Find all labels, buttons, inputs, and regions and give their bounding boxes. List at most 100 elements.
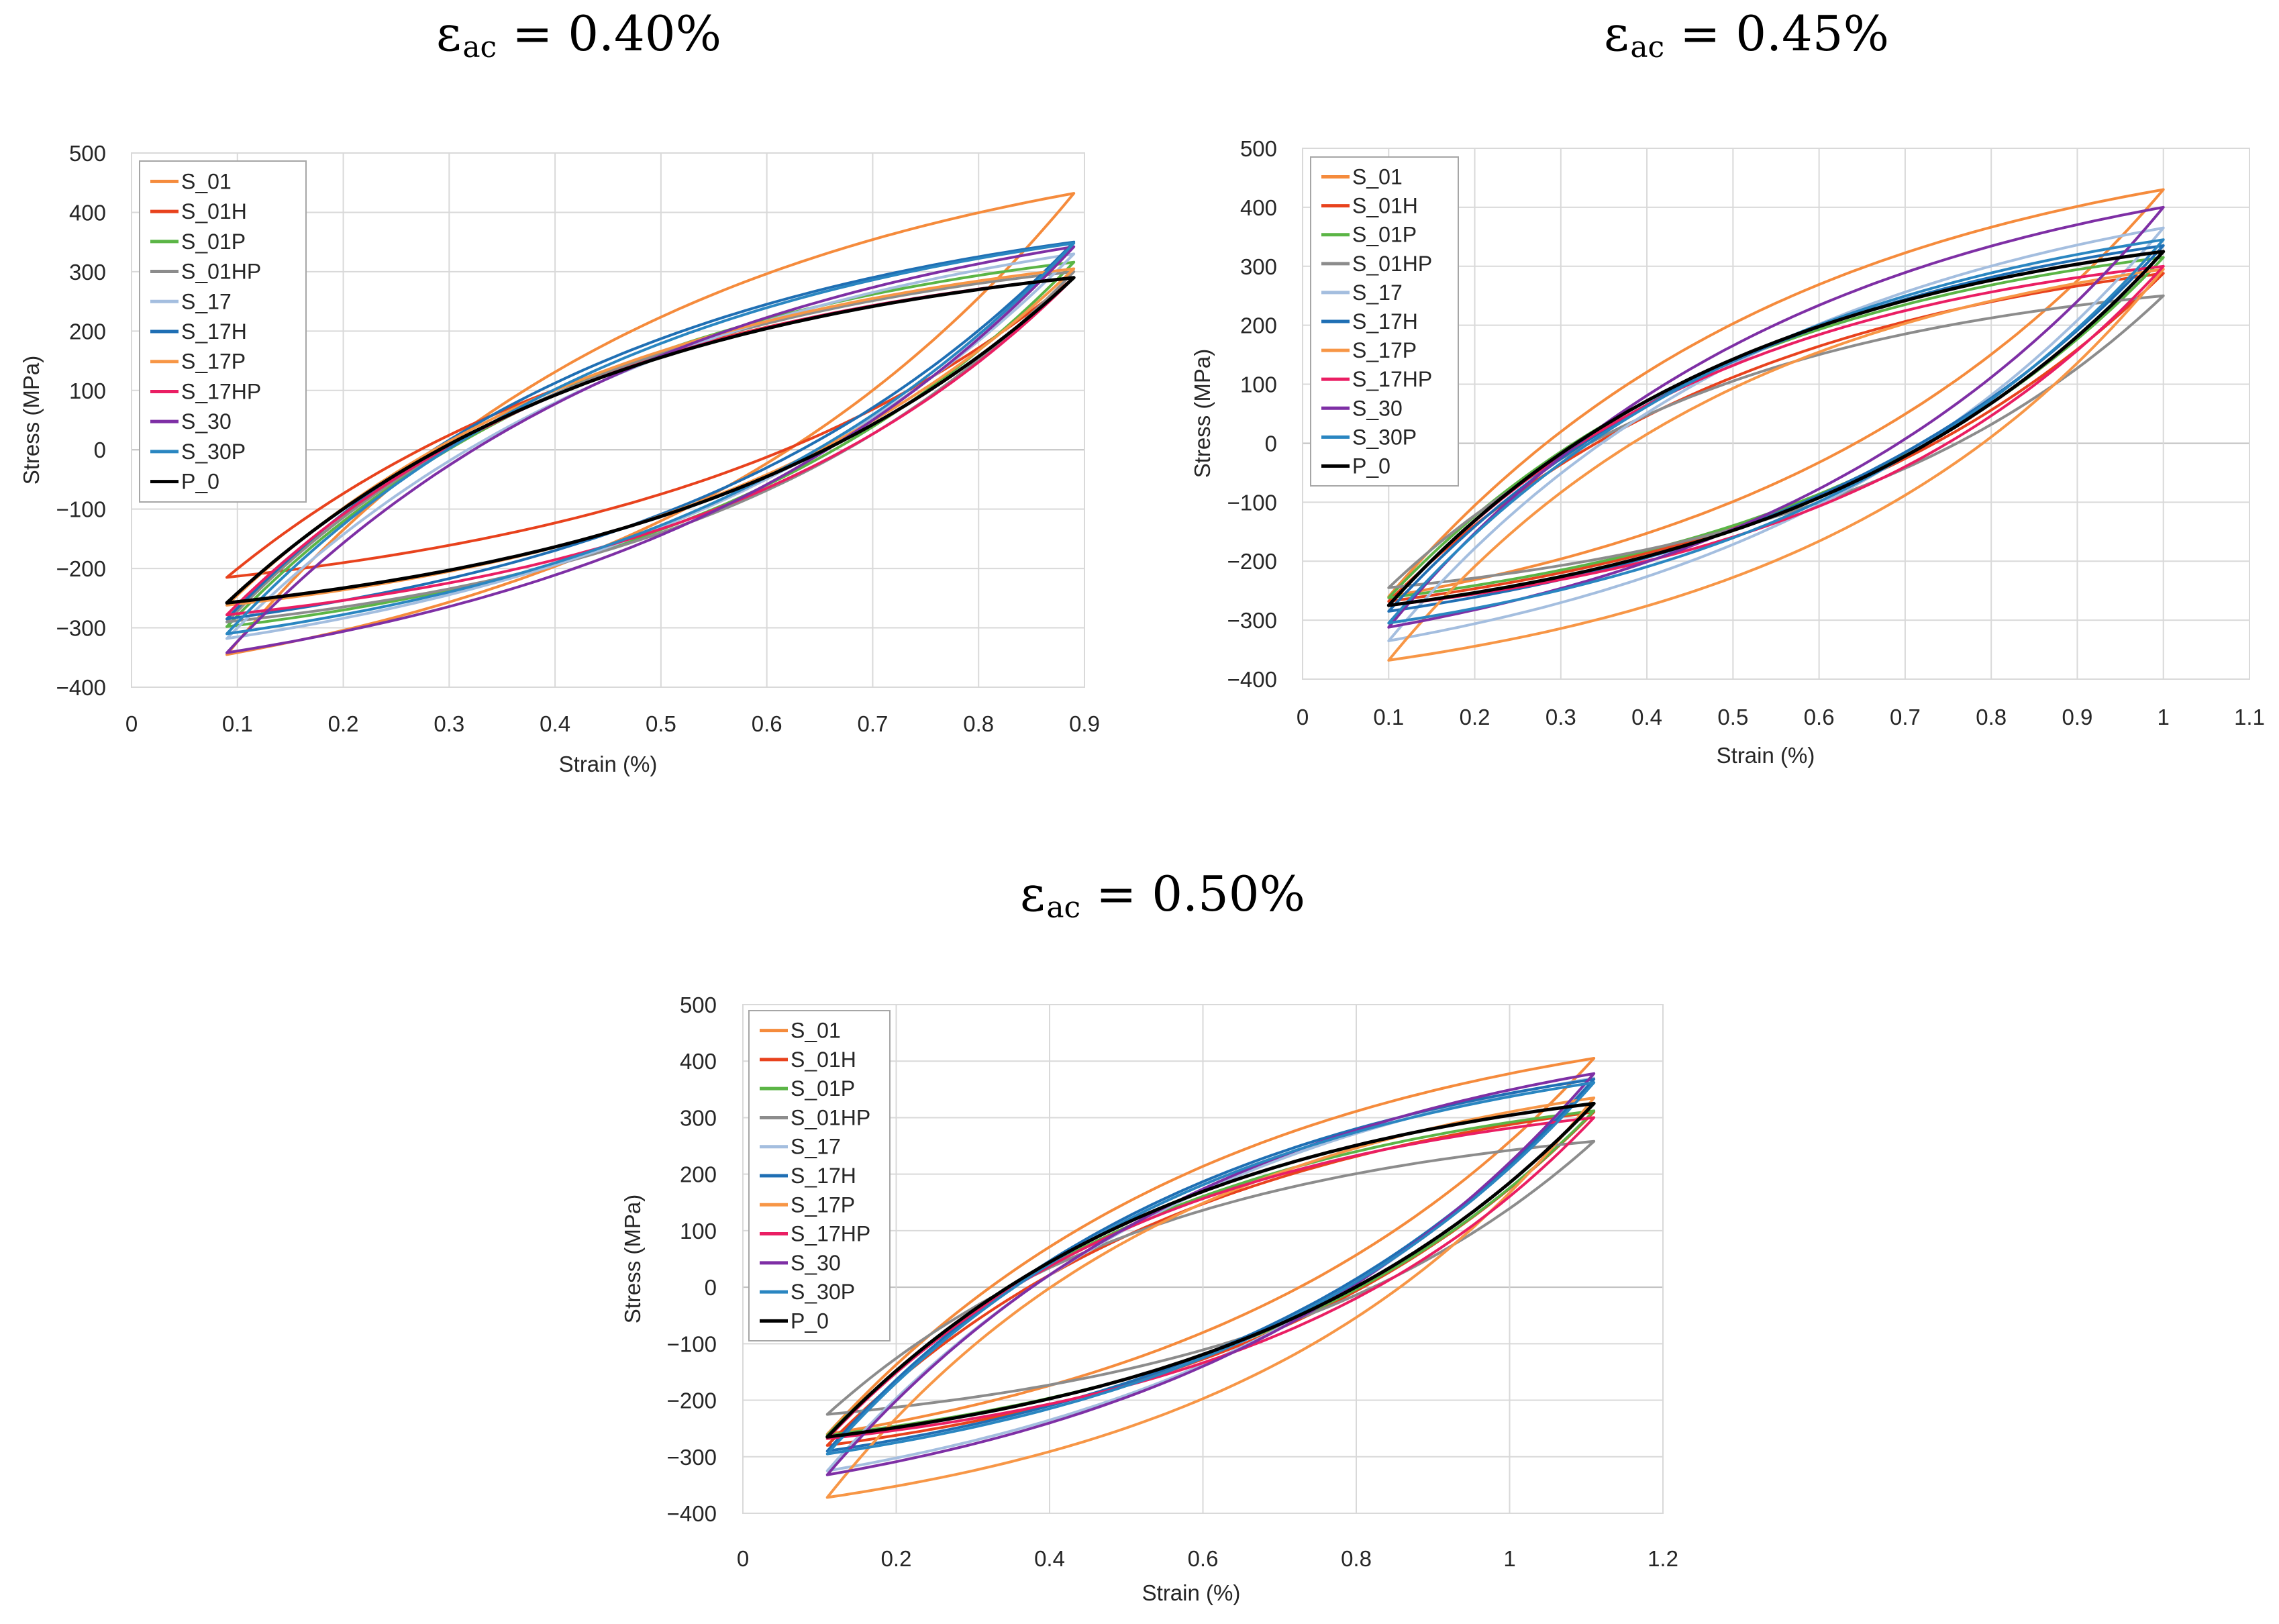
chart-3-ytick-label: 100 <box>680 1219 717 1244</box>
chart-2-loops <box>1386 188 2166 662</box>
chart-2-ytick-label: 500 <box>1240 136 1277 161</box>
chart-2-loop-s-30 <box>1387 205 2165 629</box>
chart-1-legend-label: S_01H <box>181 199 247 223</box>
chart-3-legend-label: S_01H <box>791 1048 856 1072</box>
chart-3-title-symbol: ε <box>1020 866 1046 922</box>
chart-1-legend-label: P_0 <box>181 470 219 494</box>
chart-2-xtick-label: 0.2 <box>1460 705 1490 729</box>
chart-3-legend-label: P_0 <box>791 1309 829 1333</box>
chart-3-ytick-label: −300 <box>667 1445 717 1470</box>
chart-2-xlabel: Strain (%) <box>1717 743 1815 768</box>
chart-2-loop-s-01 <box>1387 188 2165 598</box>
chart-3-ytick-label: −100 <box>667 1331 717 1356</box>
chart-3-xtick-label: 0.2 <box>881 1546 912 1571</box>
chart-2-xtick-label: 1 <box>2158 705 2170 729</box>
chart-3-legend-label: S_01P <box>791 1076 855 1101</box>
chart-1-loop-s-01hp <box>225 270 1076 623</box>
chart-3-loops <box>825 1057 1596 1499</box>
chart-1-ytick-label: 100 <box>69 378 106 403</box>
chart-1-legend-label: S_01P <box>181 230 246 254</box>
chart-1-xtick-label: 0.4 <box>540 711 570 736</box>
chart-2-ytick-label: −200 <box>1227 549 1277 574</box>
chart-3-loop-s-30p <box>825 1081 1596 1456</box>
chart-1-title-subscript: ac <box>462 30 497 64</box>
chart-2-legend-label: S_17H <box>1352 309 1418 334</box>
chart-1-legend-label: S_17H <box>181 319 247 344</box>
chart-1-loop-p-0 <box>225 276 1076 605</box>
chart-2-ytick-label: 0 <box>1265 431 1277 456</box>
chart-2-legend-label: S_30P <box>1352 425 1417 449</box>
chart-2-xtick-label: 0.8 <box>1976 705 2007 729</box>
chart-1-ytick-label: −100 <box>56 497 106 522</box>
chart-1-xtick-label: 0.1 <box>222 711 253 736</box>
chart-2-xtick-label: 0.3 <box>1546 705 1576 729</box>
chart-1-title: εac = 0.40% <box>436 5 721 64</box>
chart-3-xtick-label: 0.6 <box>1188 1546 1219 1571</box>
chart-3-title: εac = 0.50% <box>1020 866 1305 925</box>
chart-1-loop-s-17p <box>225 267 1076 607</box>
chart-1-xtick-label: 0.8 <box>963 711 994 736</box>
chart-1-xtick-label: 0.6 <box>752 711 782 736</box>
chart-3-loop-p-0 <box>825 1101 1596 1439</box>
chart-1-ytick-label: −400 <box>56 675 106 700</box>
chart-1-legend-label: S_30P <box>181 440 246 464</box>
chart-1-title-value: = 0.40% <box>497 5 722 62</box>
chart-1-title-symbol: ε <box>436 5 462 62</box>
chart-1-xtick-label: 0.5 <box>646 711 676 736</box>
chart-2-title: εac = 0.45% <box>1604 5 1889 64</box>
chart-3-loop-s-17hp <box>825 1116 1596 1440</box>
chart-3-loop-s-17p <box>825 1097 1596 1499</box>
chart-1-legend-label: S_01 <box>181 169 232 193</box>
chart-2-legend-label: S_01HP <box>1352 252 1432 276</box>
chart-2-loop-s-17 <box>1387 226 2165 642</box>
chart-3-title-subscript: ac <box>1046 891 1081 925</box>
chart-3-legend-label: S_17P <box>791 1192 855 1217</box>
chart-2-xtick-label: 0.5 <box>1717 705 1748 729</box>
chart-3-legend-label: S_01 <box>791 1019 841 1043</box>
chart-3-xtick-label: 0.8 <box>1341 1546 1372 1571</box>
chart-2-legend-label: S_01H <box>1352 194 1418 218</box>
chart-2-legend-label: S_30 <box>1352 396 1403 420</box>
chart-3-legend-label: S_17HP <box>791 1222 870 1246</box>
chart-2-xtick-label: 0.4 <box>1631 705 1662 729</box>
chart-2-ytick-label: 400 <box>1240 195 1277 220</box>
chart-2-title-value: = 0.45% <box>1664 5 1890 62</box>
chart-3-loop-s-01 <box>825 1057 1596 1436</box>
chart-3-legend-label: S_30 <box>791 1251 841 1275</box>
chart-1-legend-label: S_30 <box>181 409 232 434</box>
chart-2-ytick-label: 300 <box>1240 254 1277 279</box>
chart-1-legend-label: S_17HP <box>181 379 261 403</box>
chart-2-loop-s-17p <box>1387 268 2165 662</box>
chart-3-xlabel: Strain (%) <box>1142 1580 1241 1605</box>
chart-2-xtick-label: 0.1 <box>1373 705 1404 729</box>
chart-3-ytick-label: −400 <box>667 1501 717 1526</box>
chart-2-loop-s-30p <box>1387 238 2165 625</box>
chart-2-loop-s-01h <box>1387 272 2165 603</box>
chart-2-loop-s-17hp <box>1387 264 2165 607</box>
chart-2-xtick-label: 0.7 <box>1890 705 1921 729</box>
chart-2-title-symbol: ε <box>1604 5 1629 62</box>
chart-2-ytick-label: 200 <box>1240 313 1277 338</box>
chart-2-xtick-label: 0 <box>1297 705 1309 729</box>
chart-1-xtick-label: 0.9 <box>1069 711 1100 736</box>
chart-2-xtick-label: 0.9 <box>2062 705 2093 729</box>
chart-1-xtick-label: 0.3 <box>434 711 464 736</box>
chart-3-legend <box>748 1010 891 1341</box>
chart-1-ytick-label: −300 <box>56 616 106 641</box>
chart-2-loop-s-17h <box>1387 244 2165 613</box>
chart-1-group: 500 400 300 200 100 0 −100 −200 −300 −400 0 0.1 0.2 0… <box>19 141 1100 776</box>
chart-1-xtick-label: 0 <box>125 711 138 736</box>
chart-1-loops <box>225 192 1076 656</box>
chart-3-ytick-label: 200 <box>680 1162 717 1187</box>
chart-2-loop-s-01hp <box>1387 294 2165 589</box>
chart-3-ytick-label: 300 <box>680 1105 717 1130</box>
chart-3-ytick-label: −200 <box>667 1388 717 1413</box>
chart-3-title-value: = 0.50% <box>1080 866 1306 922</box>
chart-3-ytick-label: 0 <box>705 1275 717 1300</box>
chart-3-ytick-label: 400 <box>680 1049 717 1074</box>
chart-2-xtick-label: 1.1 <box>2234 705 2265 729</box>
chart-2-legend-label: S_01 <box>1352 165 1403 189</box>
chart-3-xtick-label: 0 <box>737 1546 749 1571</box>
chart-2-ytick-label: −300 <box>1227 608 1277 633</box>
chart-1-ylabel: Stress (MPa) <box>19 356 44 485</box>
